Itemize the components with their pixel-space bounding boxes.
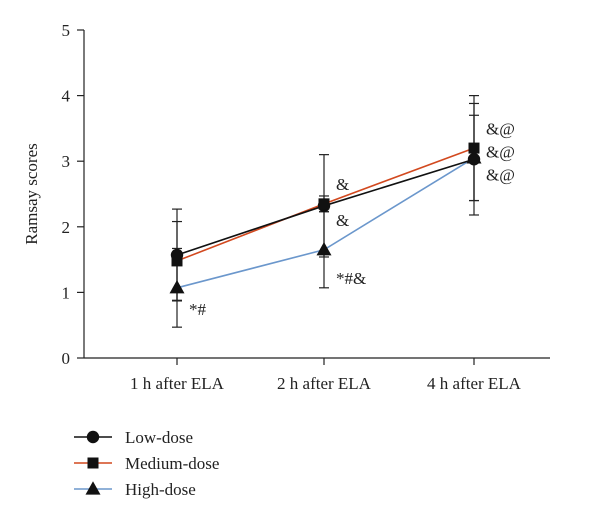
y-tick-label: 1: [62, 283, 71, 302]
legend: Low-dose Medium-dose High-dose: [74, 428, 219, 499]
annotation-label: *#&: [336, 269, 366, 288]
annotation-label: &: [336, 175, 349, 194]
y-tick-label: 3: [62, 152, 71, 171]
y-tick-label: 2: [62, 218, 71, 237]
annotation-label: &: [336, 211, 349, 230]
x-tick-label: 1 h after ELA: [130, 374, 225, 393]
annotation-label: &@: [486, 165, 515, 184]
legend-marker: [87, 457, 99, 469]
axes: 0 1 2 3 4 5 1 h after ELA 2 h after ELA 4 h afte…: [62, 21, 550, 393]
series-line: [176, 157, 475, 289]
legend-marker: [86, 430, 100, 444]
x-tick-label: 4 h after ELA: [427, 374, 522, 393]
legend-label: Low-dose: [125, 428, 193, 447]
series-lines: [176, 147, 475, 289]
data-point: [468, 142, 480, 154]
y-tick-label: 4: [62, 87, 71, 106]
data-point: [169, 280, 185, 294]
annotation-label: *#: [189, 300, 207, 319]
x-tick-label: 2 h after ELA: [277, 374, 372, 393]
significance-annotations: *#&&*#&&@&@&@: [189, 119, 515, 318]
legend-label: Medium-dose: [125, 454, 219, 473]
data-point: [466, 150, 482, 164]
legend-marker: [85, 481, 101, 495]
data-markers: [169, 142, 482, 294]
y-tick-label: 5: [62, 21, 71, 40]
y-axis-label: Ramsay scores: [22, 143, 41, 245]
data-point: [171, 255, 183, 267]
data-point: [316, 242, 332, 256]
legend-label: High-dose: [125, 480, 196, 499]
annotation-label: &@: [486, 142, 515, 161]
y-tick-label: 0: [62, 349, 71, 368]
annotation-label: &@: [486, 119, 515, 138]
data-point: [318, 198, 330, 210]
legend-item: Low-dose: [74, 428, 193, 447]
legend-item: High-dose: [74, 480, 196, 499]
legend-item: Medium-dose: [74, 454, 219, 473]
